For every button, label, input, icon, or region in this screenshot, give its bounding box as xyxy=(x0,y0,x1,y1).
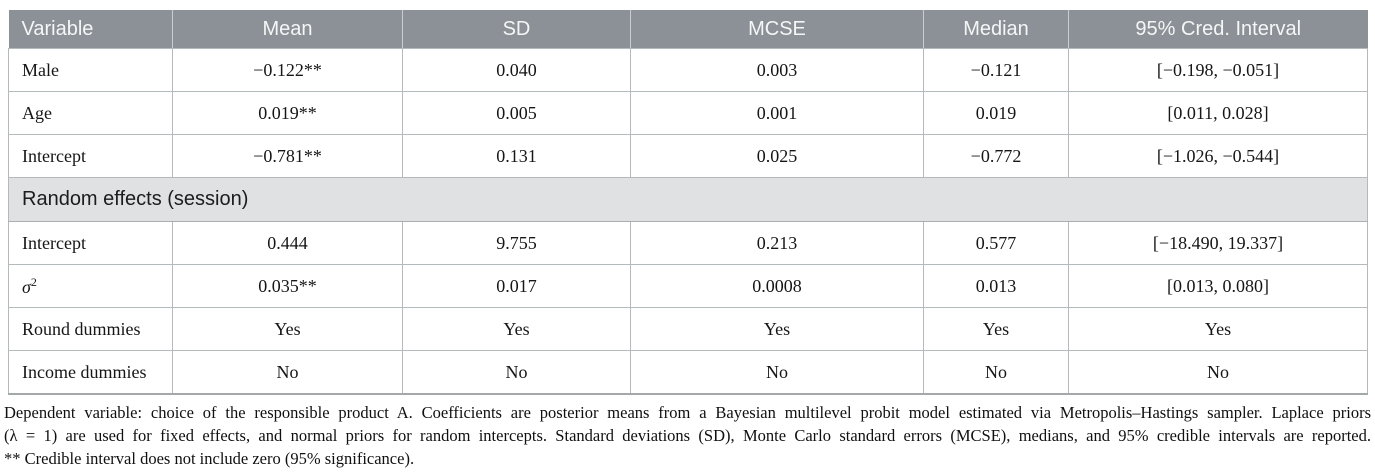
value-cell: 0.025 xyxy=(630,134,924,178)
value-cell: 0.213 xyxy=(630,221,924,265)
value-cell: 0.577 xyxy=(923,221,1069,265)
value-cell: −0.121 xyxy=(923,48,1069,92)
value-cell: Yes xyxy=(402,307,631,351)
variable-superscript: 2 xyxy=(30,274,37,289)
value-cell: 0.131 xyxy=(402,134,631,178)
table-row: Income dummies No No No No No xyxy=(8,350,1368,395)
table-row: Intercept 0.444 9.755 0.213 0.577 [−18.490, 1… xyxy=(8,221,1368,265)
coefficients-table: Variable Mean SD MCSE Median 95% Cred. Interv… xyxy=(8,10,1368,395)
variable-cell: Male xyxy=(8,48,173,92)
column-header-median: Median xyxy=(923,10,1069,49)
column-header-sd: SD xyxy=(402,10,631,49)
value-cell: −0.781** xyxy=(172,134,403,178)
value-cell: [0.013, 0.080] xyxy=(1068,264,1368,308)
variable-label: σ xyxy=(22,276,31,297)
value-cell: 0.040 xyxy=(402,48,631,92)
variable-cell: Intercept xyxy=(8,134,173,178)
column-header-mean: Mean xyxy=(172,10,403,49)
table-row: Male −0.122** 0.040 0.003 −0.121 [−0.198, −0.… xyxy=(8,48,1368,92)
variable-label: Male xyxy=(22,59,59,80)
value-cell: Yes xyxy=(172,307,403,351)
section-header-label: Random effects (session) xyxy=(8,177,1368,222)
value-cell: 0.019 xyxy=(923,91,1069,135)
table-header-row: Variable Mean SD MCSE Median 95% Cred. Interv… xyxy=(8,10,1368,49)
value-cell: No xyxy=(1068,350,1368,395)
variable-label: Intercept xyxy=(22,232,86,253)
table-row: σ2 0.035** 0.017 0.0008 0.013 [0.013, 0.080] xyxy=(8,264,1368,308)
value-cell: 0.035** xyxy=(172,264,403,308)
column-header-mcse: MCSE xyxy=(630,10,924,49)
variable-label: Intercept xyxy=(22,145,86,166)
variable-label: Income dummies xyxy=(22,361,147,382)
table-header: Variable Mean SD MCSE Median 95% Cred. Interv… xyxy=(8,10,1368,49)
variable-cell: σ2 xyxy=(8,264,173,308)
value-cell: 0.005 xyxy=(402,91,631,135)
footnote-line: ** Credible interval does not include ze… xyxy=(4,449,415,468)
value-cell: 0.019** xyxy=(172,91,403,135)
value-cell: No xyxy=(630,350,924,395)
table-row: Intercept −0.781** 0.131 0.025 −0.772 [−1.026… xyxy=(8,134,1368,178)
variable-cell: Income dummies xyxy=(8,350,173,395)
variable-cell: Intercept xyxy=(8,221,173,265)
value-cell: No xyxy=(402,350,631,395)
footnote-line: (λ = 1) are used for fixed effects, and … xyxy=(4,426,1371,445)
value-cell: −0.122** xyxy=(172,48,403,92)
variable-label: Round dummies xyxy=(22,318,141,339)
column-header-variable: Variable xyxy=(8,10,173,49)
value-cell: 9.755 xyxy=(402,221,631,265)
table-body: Male −0.122** 0.040 0.003 −0.121 [−0.198, −0.… xyxy=(8,48,1368,395)
variable-label: Age xyxy=(22,102,52,123)
column-header-95-cred-interval: 95% Cred. Interval xyxy=(1068,10,1368,49)
value-cell: 0.003 xyxy=(630,48,924,92)
value-cell: 0.001 xyxy=(630,91,924,135)
value-cell: No xyxy=(172,350,403,395)
footnote-line: Dependent variable: choice of the respon… xyxy=(4,403,1371,422)
variable-cell: Age xyxy=(8,91,173,135)
variable-cell: Round dummies xyxy=(8,307,173,351)
table-row: Age 0.019** 0.005 0.001 0.019 [0.011, 0.028] xyxy=(8,91,1368,135)
value-cell: 0.017 xyxy=(402,264,631,308)
coefficients-table-container: Variable Mean SD MCSE Median 95% Cred. Interv… xyxy=(8,10,1368,395)
table-footnotes: Dependent variable: choice of the respon… xyxy=(4,401,1371,470)
value-cell: −0.772 xyxy=(923,134,1069,178)
value-cell: [−0.198, −0.051] xyxy=(1068,48,1368,92)
value-cell: 0.0008 xyxy=(630,264,924,308)
value-cell: No xyxy=(923,350,1069,395)
value-cell: Yes xyxy=(630,307,924,351)
value-cell: [0.011, 0.028] xyxy=(1068,91,1368,135)
value-cell: 0.013 xyxy=(923,264,1069,308)
value-cell: 0.444 xyxy=(172,221,403,265)
value-cell: Yes xyxy=(1068,307,1368,351)
value-cell: [−1.026, −0.544] xyxy=(1068,134,1368,178)
section-header-row: Random effects (session) xyxy=(8,177,1368,222)
value-cell: [−18.490, 19.337] xyxy=(1068,221,1368,265)
value-cell: Yes xyxy=(923,307,1069,351)
table-row: Round dummies Yes Yes Yes Yes Yes xyxy=(8,307,1368,351)
